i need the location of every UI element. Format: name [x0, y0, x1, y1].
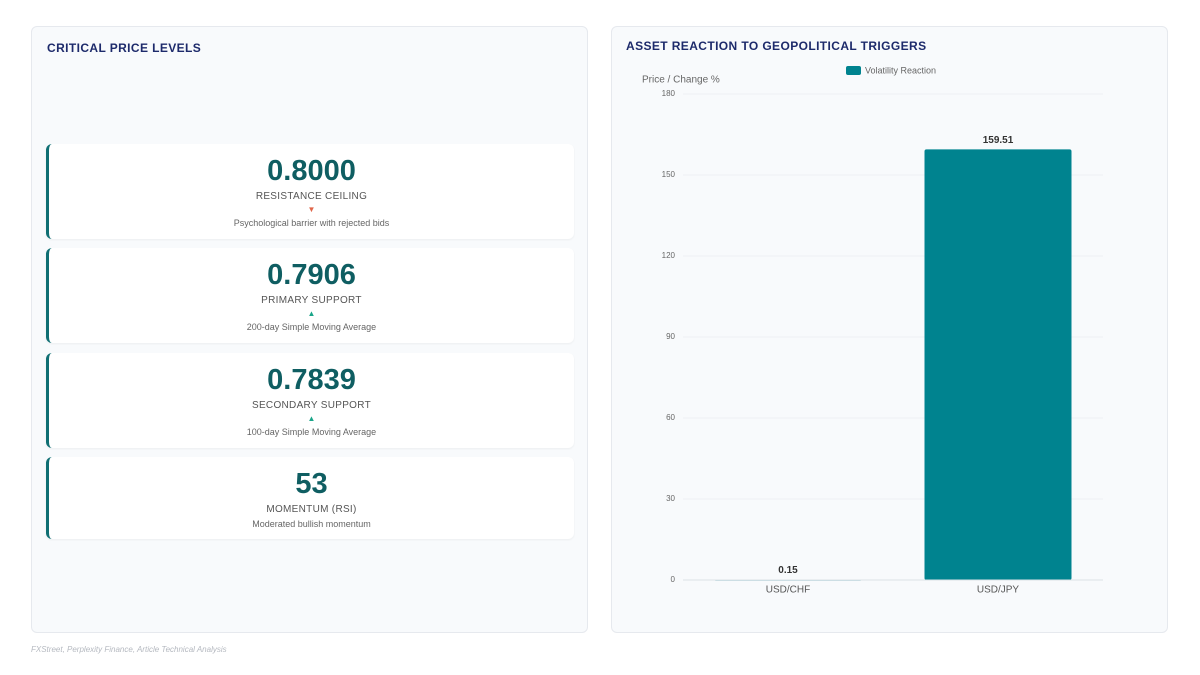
level-card: 0.7839 SECONDARY SUPPORT ▲ 100-day Simple M… — [46, 353, 574, 448]
y-tick-label: 180 — [662, 89, 676, 98]
level-card: 53 MOMENTUM (RSI) Moderated bullish moment… — [46, 457, 574, 539]
level-label: PRIMARY SUPPORT — [261, 295, 362, 306]
level-value: 0.7839 — [267, 364, 356, 396]
panel-title: CRITICAL PRICE LEVELS — [47, 41, 202, 55]
source: FXStreet, Perplexity Finance, Article Te… — [31, 645, 227, 654]
legend-label: Volatility Reaction — [865, 65, 936, 75]
legend-swatch — [846, 66, 861, 75]
y-tick-label: 90 — [666, 332, 675, 341]
y-tick-label: 60 — [666, 413, 675, 422]
level-note: Psychological barrier with rejected bids — [233, 218, 390, 228]
y-axis-label: Price / Change % — [642, 75, 720, 86]
x-tick-label: USD/CHF — [766, 585, 810, 596]
x-tick-label: USD/JPY — [977, 585, 1020, 596]
level-note: 100-day Simple Moving Average — [246, 427, 377, 437]
level-arrow: ▲ — [307, 309, 316, 318]
level-arrow: ▼ — [307, 205, 316, 214]
level-label: SECONDARY SUPPORT — [251, 400, 372, 411]
y-tick-label: 150 — [662, 170, 676, 179]
level-value: 53 — [295, 467, 328, 500]
level-arrow: ▲ — [307, 414, 316, 423]
data-label: 159.51 — [983, 135, 1014, 146]
chart-title: ASSET REACTION TO GEOPOLITICAL TRIGGERS — [626, 39, 927, 53]
level-value: 0.8000 — [267, 155, 356, 187]
level-label: MOMENTUM (RSI) — [266, 503, 357, 515]
y-tick-label: 120 — [662, 251, 676, 260]
level-note: Moderated bullish momentum — [252, 518, 371, 529]
level-label: RESISTANCE CEILING — [255, 191, 368, 202]
chart-panel — [611, 26, 1168, 633]
level-card: 0.7906 PRIMARY SUPPORT ▲ 200-day Simple Mov… — [46, 248, 574, 343]
y-tick-label: 0 — [671, 575, 676, 584]
data-label: 0.15 — [778, 565, 798, 576]
level-value: 0.7906 — [267, 259, 356, 291]
level-card: 0.8000 RESISTANCE CEILING ▼ Psychological b… — [46, 144, 574, 239]
bar — [924, 149, 1072, 580]
level-note: 200-day Simple Moving Average — [246, 322, 377, 332]
levels-panel: CRITICAL PRICE LEVELS 0.8000 RESISTANCE C… — [31, 26, 588, 633]
y-tick-label: 30 — [666, 494, 675, 503]
